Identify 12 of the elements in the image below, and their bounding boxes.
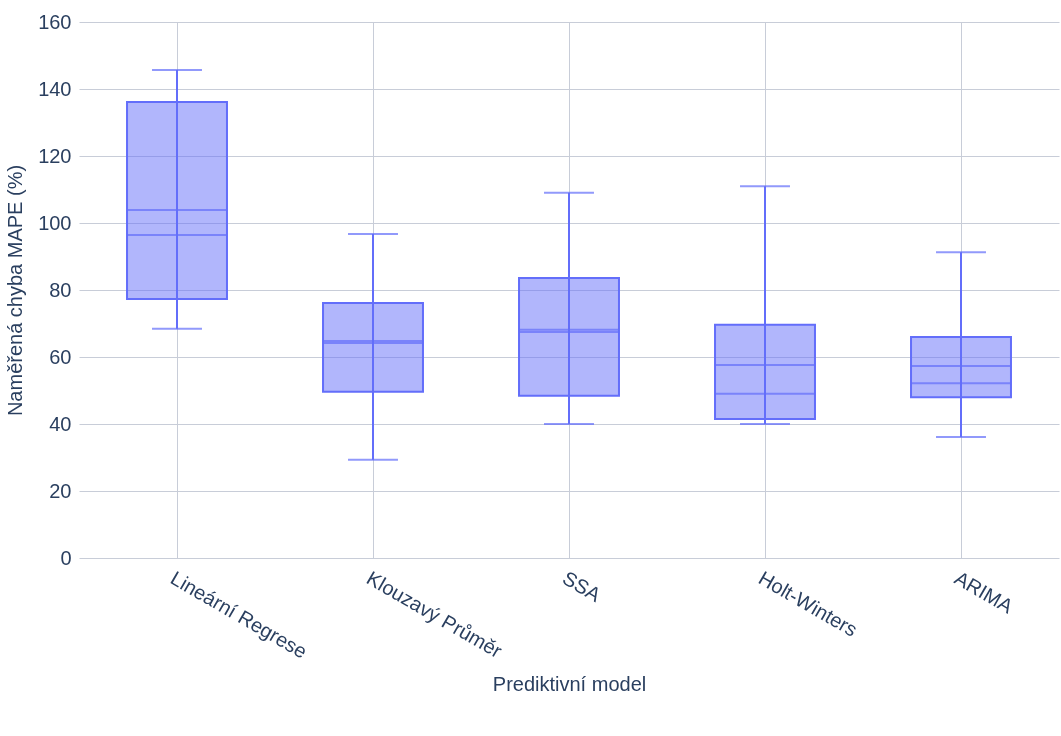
y-tick-label: 140 [38, 77, 72, 100]
y-tick-label: 40 [49, 412, 72, 435]
x-tick-label: SSA [559, 566, 606, 607]
y-tick-label: 160 [38, 10, 72, 33]
y-tick-label: 0 [60, 546, 72, 569]
y-tick-label: 100 [38, 211, 72, 234]
y-tick-label: 80 [49, 278, 72, 301]
y-tick-label: 20 [49, 479, 72, 502]
y-axis-title: Naměřená chyba MAPE (%) [4, 164, 27, 417]
y-tick-label: 60 [49, 345, 72, 368]
x-axis-title: Prediktivní model [492, 672, 647, 695]
y-tick-label: 120 [38, 144, 72, 167]
